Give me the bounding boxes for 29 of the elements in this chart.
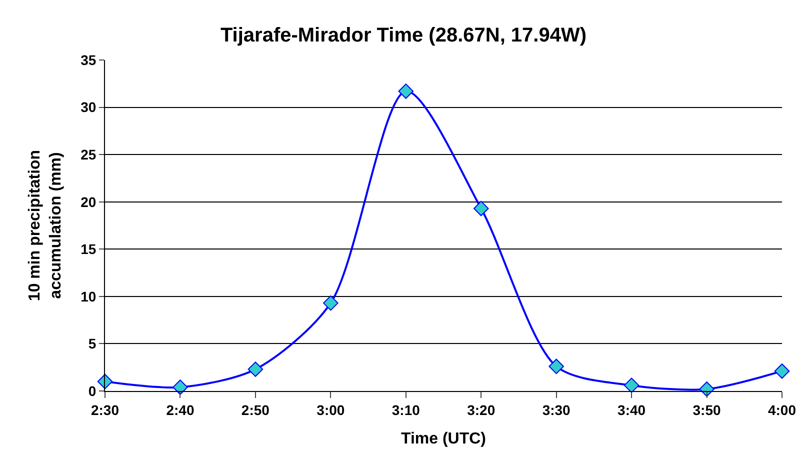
x-tick-label: 2:30 <box>90 402 120 418</box>
point <box>248 362 264 377</box>
x-tick-label: 4:00 <box>768 402 796 418</box>
x-tick-label: 3:50 <box>692 402 721 418</box>
y-tick-label: 20 <box>80 194 96 210</box>
y-tick-label: 30 <box>80 99 96 116</box>
point <box>398 84 414 99</box>
y-tick-label: 0 <box>88 382 96 399</box>
y-tick-label: 5 <box>88 336 96 352</box>
y-tick-label: 10 <box>80 288 96 304</box>
chart-title: Tijarafe-Mirador Time (28.67N, 17.94W) <box>220 24 587 47</box>
point <box>548 358 564 374</box>
y-axis-title: 10 min precipitation accumulation (mm) <box>26 150 65 302</box>
x-tick-label: 3:40 <box>618 402 646 418</box>
point <box>774 363 790 379</box>
point <box>624 378 640 393</box>
point <box>172 380 188 395</box>
point <box>473 200 489 216</box>
x-tick-label: 2:50 <box>241 402 270 418</box>
x-tick-label: 3:10 <box>392 402 420 418</box>
x-tick-label: 2:40 <box>166 402 194 418</box>
x-tick-label: 3:00 <box>316 402 345 418</box>
y-tick-label: 25 <box>80 146 96 162</box>
x-tick-label: 3:30 <box>542 402 571 418</box>
y-tick-label: 35 <box>80 52 96 68</box>
point <box>323 295 338 311</box>
y-tick-label: 15 <box>80 241 96 258</box>
x-axis-title: Time (UTC) <box>400 430 486 448</box>
x-tick-label: 3:20 <box>467 402 496 418</box>
